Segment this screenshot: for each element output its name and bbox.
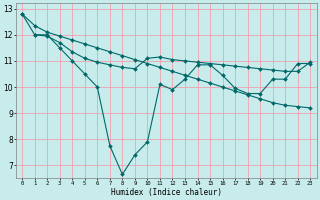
X-axis label: Humidex (Indice chaleur): Humidex (Indice chaleur) [111, 188, 222, 197]
